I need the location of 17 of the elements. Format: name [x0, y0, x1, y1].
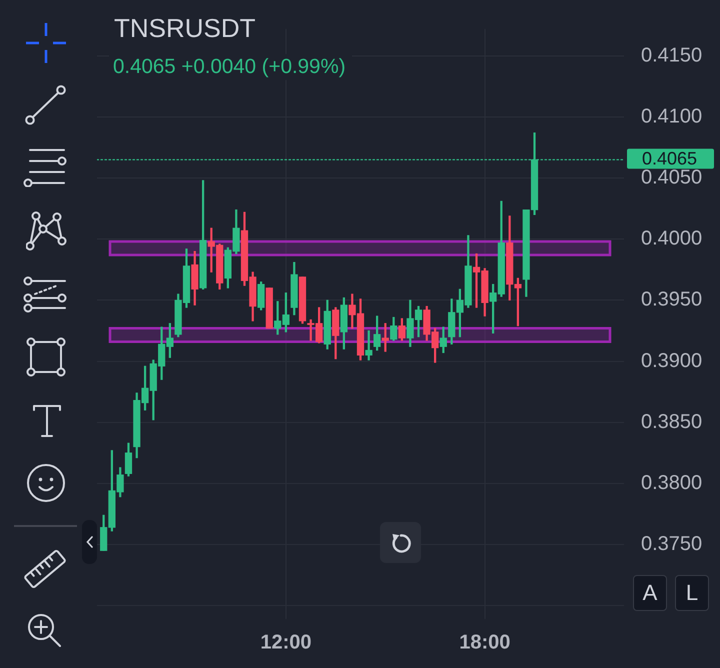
- y-tick-label: 0.4150: [641, 44, 702, 66]
- x-tick-label: 18:00: [459, 632, 510, 654]
- ref-line-label: 0.4065: [642, 148, 698, 169]
- y-tick-label: 0.4050: [641, 166, 702, 189]
- text: 0.4065 +0.0040 (+0.99%): [109, 54, 352, 80]
- y-tick-label: 0.3850: [641, 410, 702, 433]
- y-tick-label: 0.4000: [641, 228, 702, 250]
- y-tick-label: 0.4100: [641, 105, 702, 128]
- y-tick-label: 0.3900: [641, 350, 702, 372]
- chart-title: TNSRUSDT: [110, 13, 264, 43]
- y-tick-label: 0.3950: [641, 288, 702, 311]
- x-tick-label: 12:00: [260, 632, 312, 654]
- y-tick-label: 0.3750: [641, 533, 702, 555]
- letter-button: A: [633, 575, 667, 611]
- y-tick-label: 0.3800: [641, 472, 702, 494]
- letter-button: L: [675, 575, 709, 611]
- candlestick: [365, 330, 372, 360]
